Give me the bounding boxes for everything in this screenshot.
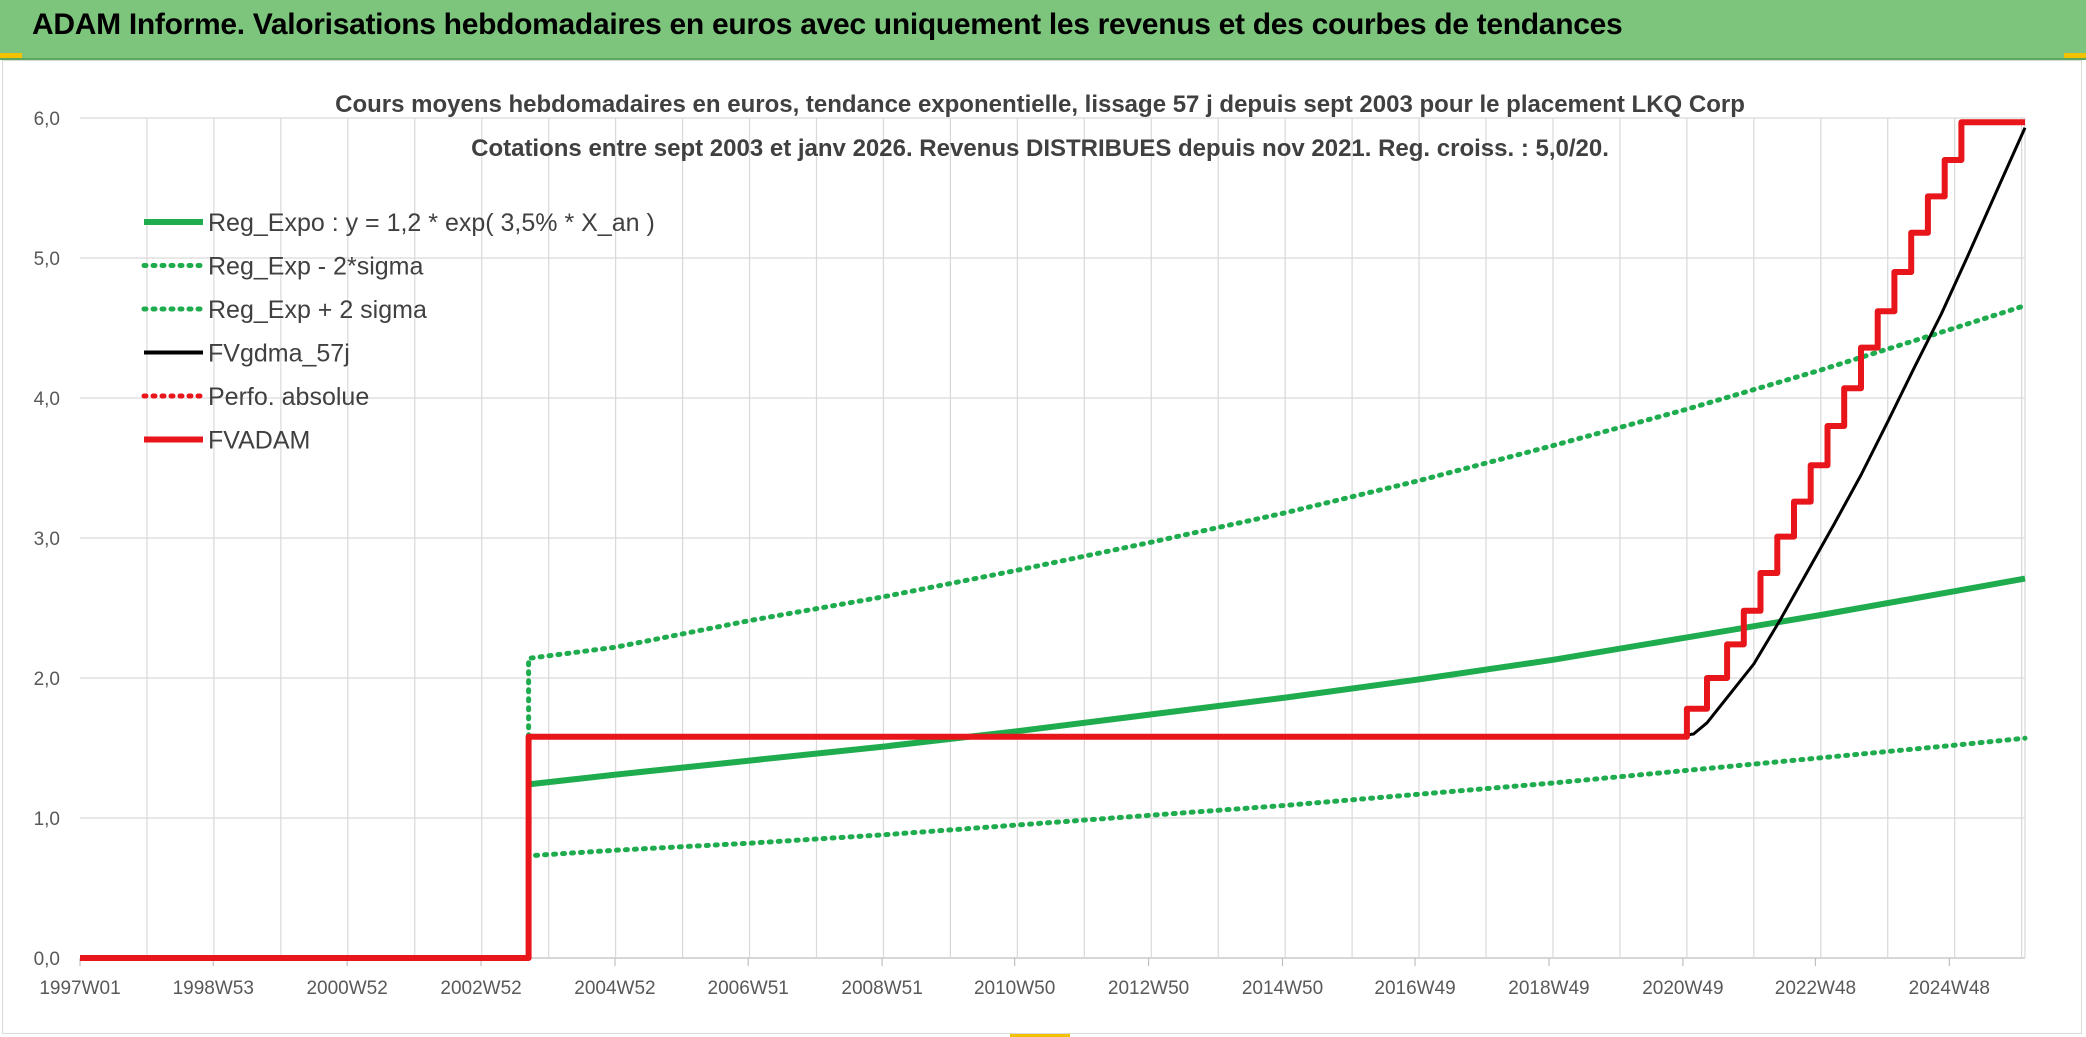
report-title: ADAM Informe. Valorisations hebdomadaire… — [32, 8, 1623, 41]
x-tick-label: 2010W50 — [974, 978, 1055, 999]
corner-accent-left — [0, 53, 22, 58]
series-line-3 — [1673, 127, 2027, 739]
legend-label-3: FVgdma_57j — [208, 340, 350, 368]
x-tick-label: 1997W01 — [39, 978, 120, 999]
y-tick-label: 2,0 — [34, 669, 60, 690]
y-tick-label: 6,0 — [34, 109, 60, 130]
chart-subtitle: Cotations entre sept 2003 et janv 2026. … — [471, 135, 1609, 162]
corner-accent-right — [2064, 53, 2086, 58]
y-tick-label: 3,0 — [34, 529, 60, 550]
y-tick-label: 1,0 — [34, 809, 60, 830]
x-tick-label: 2006W51 — [708, 978, 789, 999]
legend-label-1: Reg_Exp - 2*sigma — [208, 253, 423, 281]
x-tick-label: 2020W49 — [1642, 978, 1723, 999]
x-tick-label: 2002W52 — [440, 978, 521, 999]
x-tick-label: 2022W48 — [1775, 978, 1856, 999]
axis-layer: 0,0 1,0 2,0 3,0 4,0 5,0 6,0 1997W01 1998W53 2000W… — [34, 109, 1990, 999]
series-line-0 — [528, 575, 2026, 788]
x-tick-label: 2004W52 — [574, 978, 655, 999]
corner-accent-bottom — [1010, 1032, 1070, 1037]
series-layer — [80, 119, 2028, 961]
chart-legend: Reg_Expo : y = 1,2 * exp( 3,5% * X_an ) R… — [141, 209, 655, 455]
series-line-2 — [526, 303, 2028, 740]
y-tick-label: 0,0 — [34, 949, 60, 970]
x-tick-label: 2012W50 — [1108, 978, 1189, 999]
series-line-1 — [526, 734, 2028, 859]
series-line-5 — [80, 119, 2025, 961]
x-tick-label: 2008W51 — [841, 978, 922, 999]
x-tick-label: 2024W48 — [1909, 978, 1990, 999]
chart-title: Cours moyens hebdomadaires en euros, ten… — [335, 91, 1745, 118]
x-tick-label: 2000W52 — [306, 978, 387, 999]
y-tick-label: 4,0 — [34, 389, 60, 410]
x-tick-label: 1998W53 — [173, 978, 254, 999]
x-tick-label: 2016W49 — [1374, 978, 1455, 999]
x-tick-label: 2018W49 — [1508, 978, 1589, 999]
report-banner: ADAM Informe. Valorisations hebdomadaire… — [0, 0, 2086, 60]
legend-label-4: Perfo. absolue — [208, 383, 369, 411]
grid-layer — [80, 117, 2026, 959]
y-tick-label: 5,0 — [34, 249, 60, 270]
chart-area — [2, 60, 2082, 1034]
legend-label-2: Reg_Exp + 2 sigma — [208, 296, 427, 324]
x-tick-label: 2014W50 — [1242, 978, 1323, 999]
legend-label-5: FVADAM — [208, 427, 310, 455]
legend-label-0: Reg_Expo : y = 1,2 * exp( 3,5% * X_an ) — [208, 209, 655, 237]
